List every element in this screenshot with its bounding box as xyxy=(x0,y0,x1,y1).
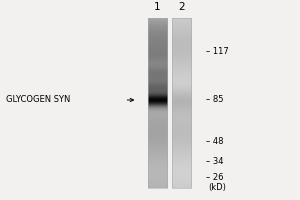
Text: – 26: – 26 xyxy=(206,172,223,182)
Text: – 117: – 117 xyxy=(206,46,228,55)
Text: 1: 1 xyxy=(154,2,161,12)
Text: GLYCOGEN SYN: GLYCOGEN SYN xyxy=(6,96,70,104)
Text: – 34: – 34 xyxy=(206,156,223,166)
Text: – 85: – 85 xyxy=(206,96,223,104)
Bar xyxy=(172,18,191,188)
Bar xyxy=(148,18,167,188)
Text: 2: 2 xyxy=(178,2,185,12)
Text: (kD): (kD) xyxy=(208,183,226,192)
Text: – 48: – 48 xyxy=(206,136,223,146)
